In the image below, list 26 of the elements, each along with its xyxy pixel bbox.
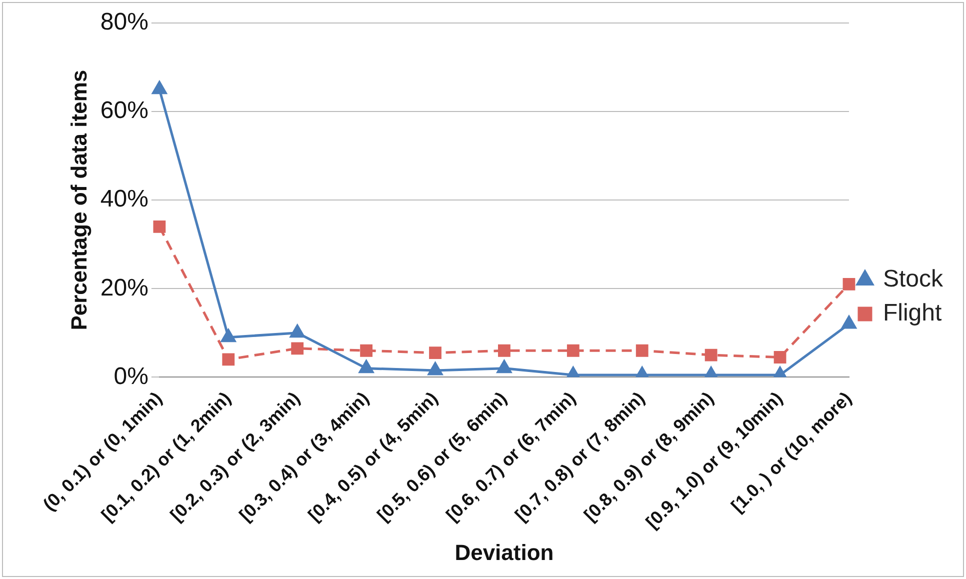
y-tick-label: 80%: [100, 8, 148, 36]
point: [358, 360, 374, 374]
point: [636, 344, 648, 357]
point: [222, 353, 235, 366]
point: [360, 344, 372, 357]
x-axis-title: Deviation: [454, 540, 554, 565]
point: [290, 324, 305, 338]
y-tick-label: 60%: [100, 97, 148, 124]
point: [429, 346, 442, 360]
point: [566, 344, 580, 357]
point: [498, 344, 510, 357]
legend-label: Flight: [882, 300, 942, 327]
y-tick-label: 0%: [114, 362, 148, 390]
y-tick-label: 40%: [100, 186, 148, 213]
y-axis-title: Percentage of data items: [66, 70, 92, 330]
point: [291, 342, 304, 355]
y-tick-label: 20%: [100, 274, 148, 302]
legend-label: Stock: [882, 266, 944, 293]
point: [153, 220, 166, 233]
point: [774, 351, 786, 364]
point: [496, 360, 512, 374]
point: [221, 329, 236, 342]
point: [842, 278, 856, 290]
point: [704, 348, 718, 362]
point: [428, 362, 443, 376]
point: [842, 316, 856, 329]
